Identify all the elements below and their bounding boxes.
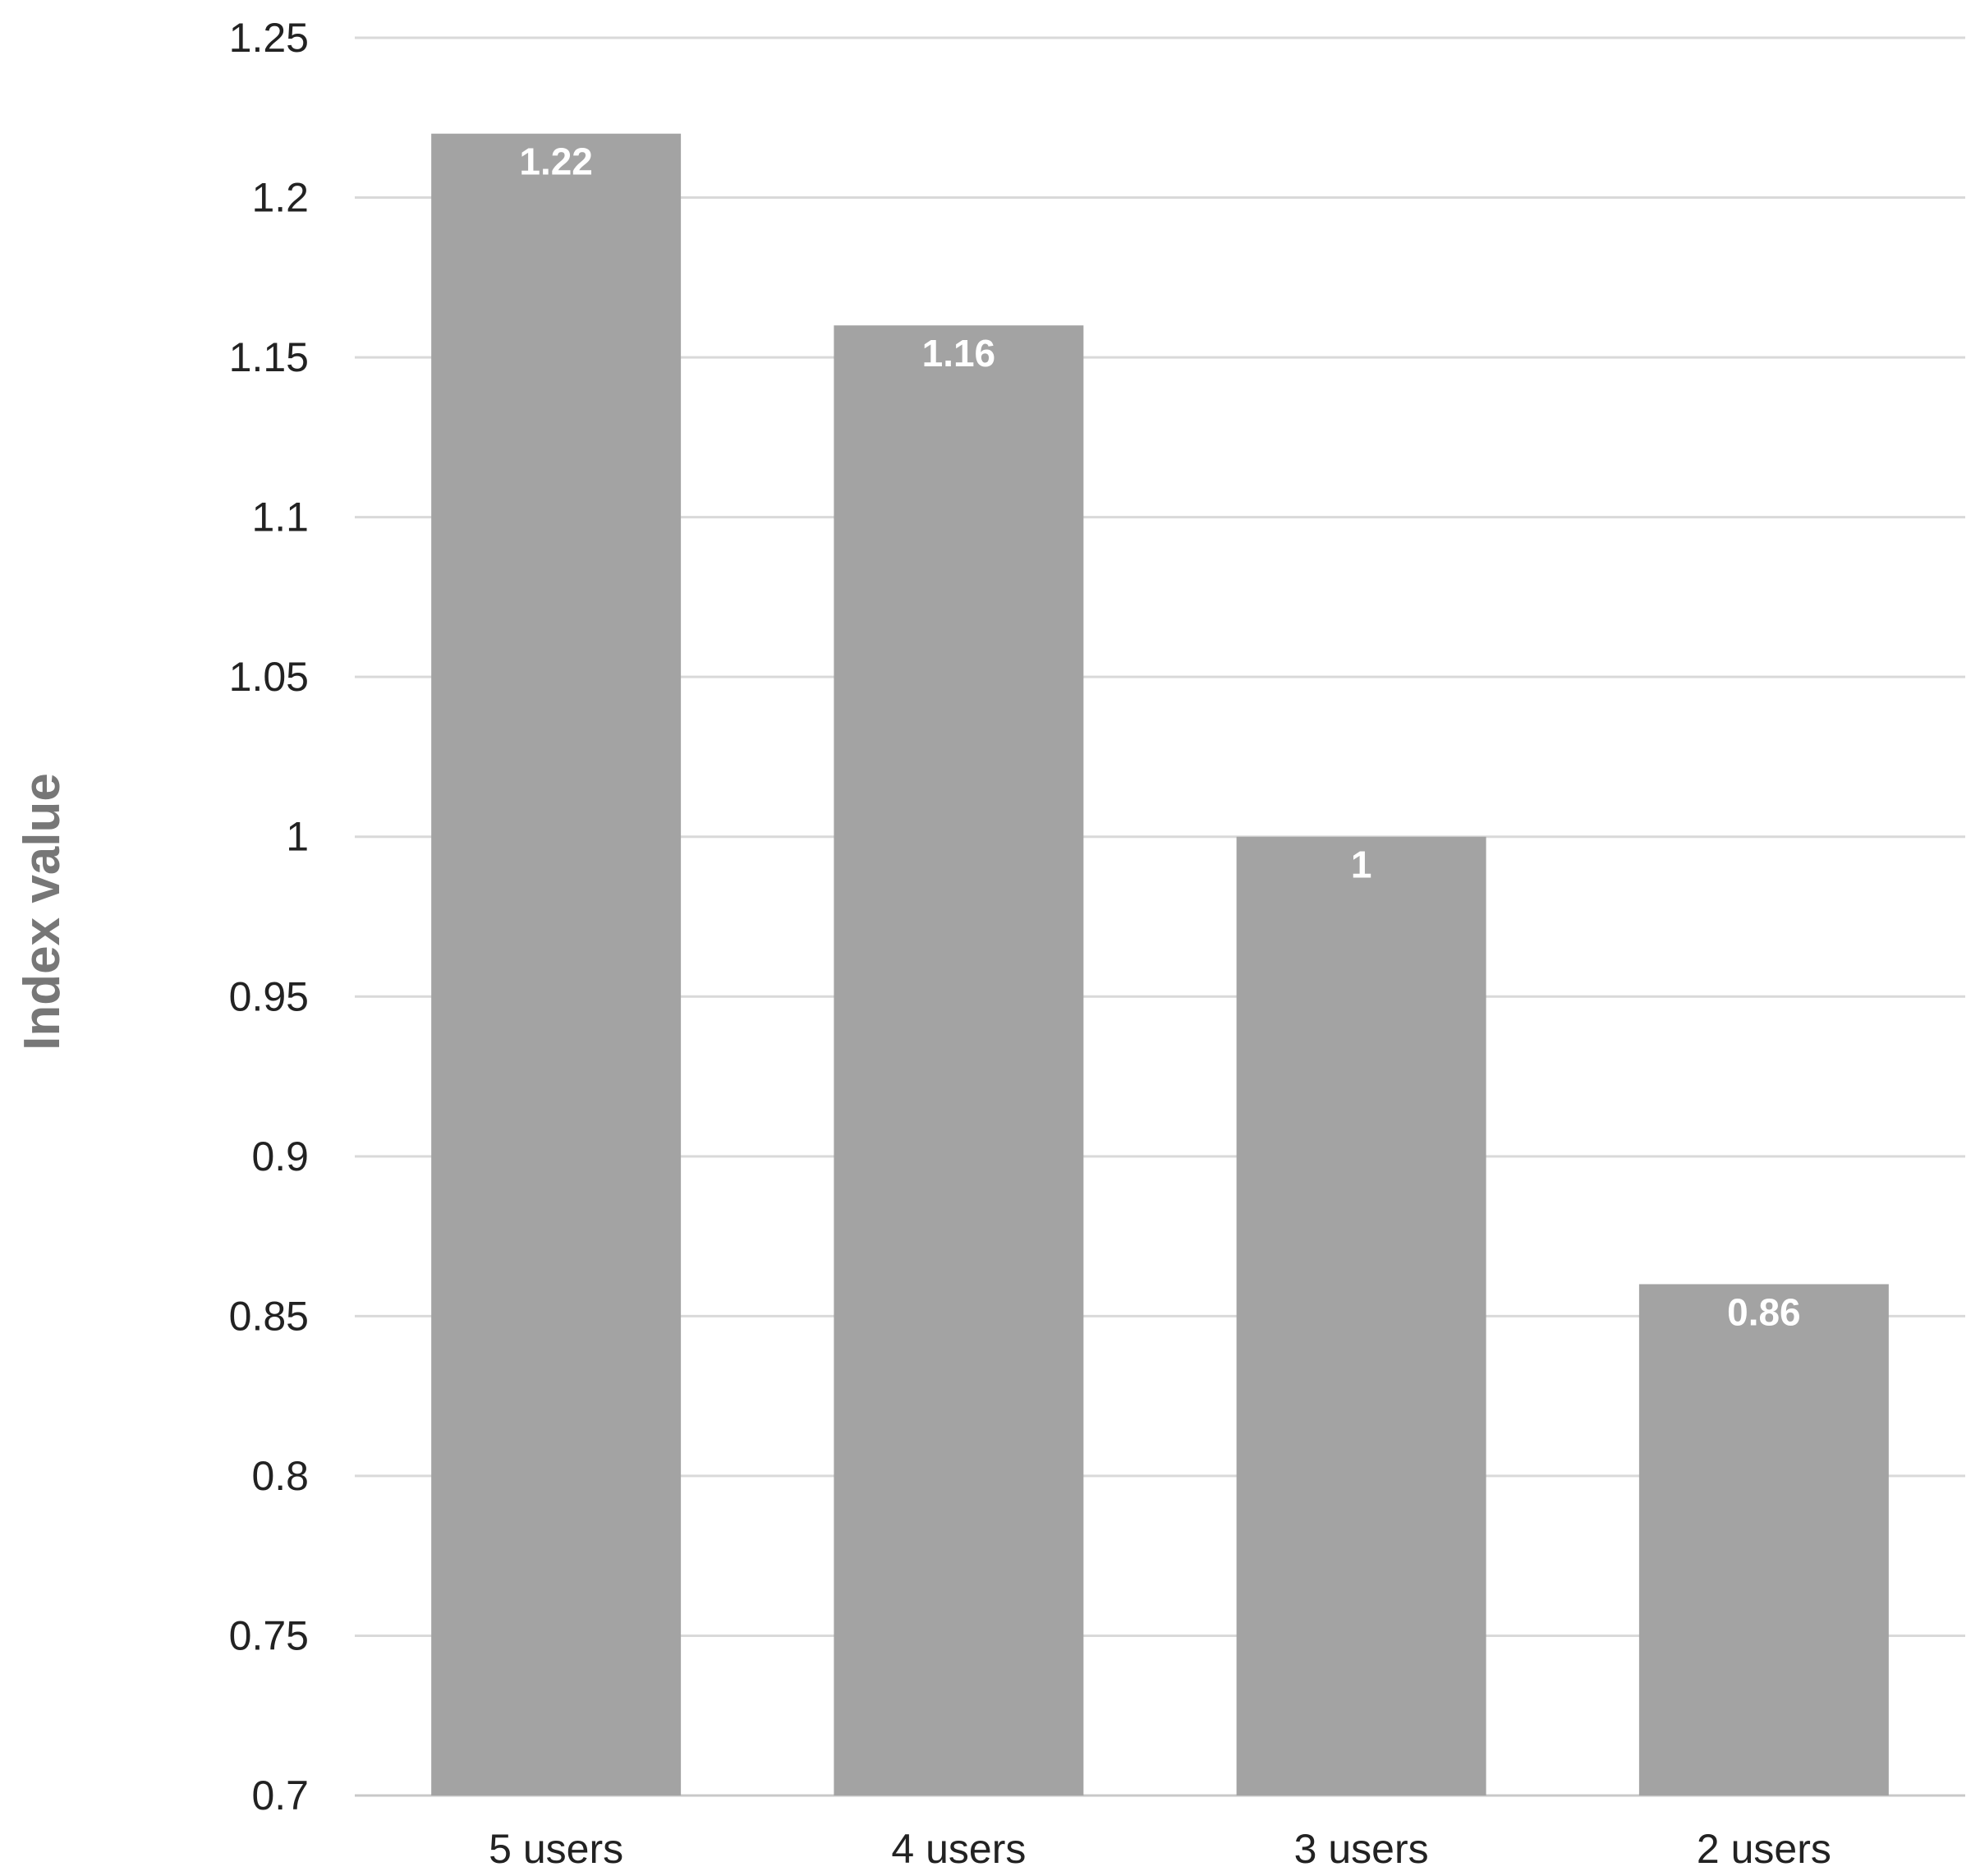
bar: [834, 325, 1084, 1796]
y-tick-label: 1.2: [251, 175, 309, 221]
y-axis-ticks: 0.7 0.75 0.8 0.85 0.9 0.95 1 1.05 1.1 1.15 1.2 1.25: [229, 15, 309, 1819]
bars: 1.22 1.16 1 0.86: [431, 133, 1889, 1796]
y-axis-title: Index value: [14, 773, 71, 1051]
y-tick-label: 1.25: [229, 15, 309, 61]
bar-data-label: 1.22: [519, 140, 593, 183]
bar-data-label: 1: [1351, 844, 1372, 886]
x-category-label: 5 users: [489, 1826, 623, 1872]
y-tick-label: 0.95: [229, 973, 309, 1019]
bar-data-label: 0.86: [1727, 1290, 1801, 1333]
y-tick-label: 1.15: [229, 334, 309, 380]
y-tick-label: 0.7: [251, 1773, 309, 1819]
bar-data-label: 1.16: [922, 332, 996, 375]
y-tick-label: 0.85: [229, 1293, 309, 1339]
y-tick-label: 1.1: [251, 494, 309, 540]
y-tick-label: 0.75: [229, 1612, 309, 1658]
bar: [431, 133, 682, 1796]
x-category-label: 2 users: [1697, 1826, 1831, 1872]
x-category-label: 4 users: [891, 1826, 1026, 1872]
bar: [1236, 836, 1486, 1796]
y-tick-label: 0.9: [251, 1133, 309, 1179]
y-tick-label: 1: [286, 814, 309, 860]
y-tick-label: 0.8: [251, 1453, 309, 1499]
bar: [1638, 1284, 1889, 1796]
x-category-label: 3 users: [1294, 1826, 1429, 1872]
x-axis-labels: 5 users 4 users 3 users 2 users: [489, 1826, 1831, 1872]
y-tick-label: 1.05: [229, 654, 309, 700]
